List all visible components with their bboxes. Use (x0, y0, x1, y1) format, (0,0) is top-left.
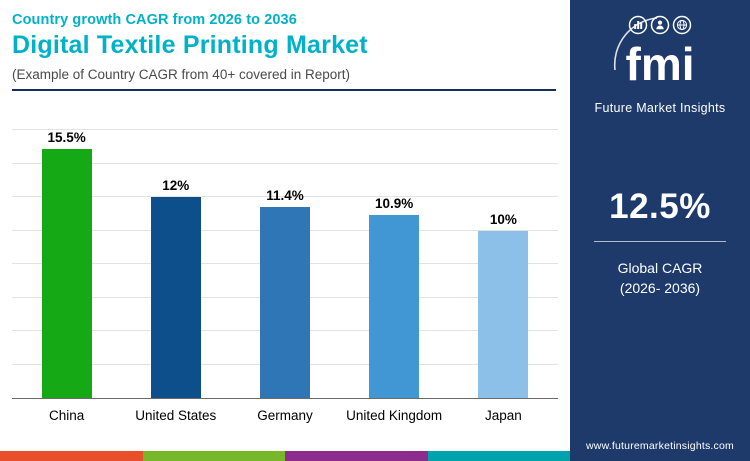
bar-slot: 15.5% (12, 130, 121, 398)
page-title: Digital Textile Printing Market (12, 31, 368, 59)
bar-slot: 12% (121, 130, 230, 398)
bar-slot: 11.4% (230, 130, 339, 398)
bar-value-label: 10% (489, 211, 517, 227)
bar-value-label: 12% (162, 178, 190, 193)
stat-label-line1: Global CAGR (617, 260, 703, 276)
bar-slot: 10.9% (340, 130, 449, 398)
footer-strip-segment (142, 451, 285, 461)
x-axis-label: United States (135, 408, 217, 423)
bar-slot: 10% (449, 130, 558, 398)
bar-united-kingdom (369, 215, 420, 398)
fmi-logo-svg: fmi (613, 15, 695, 90)
stat-label-line2: (2026- 2036) (619, 280, 701, 297)
bar-china (41, 149, 92, 398)
stat-value: 12.5% (609, 187, 711, 226)
footer-strip-segment (285, 451, 428, 461)
bar-value-label: 11.4% (266, 188, 304, 204)
plot-area: 15.5% 12% 11.4% 10.9% 10% (12, 129, 558, 399)
person-icon (650, 15, 670, 35)
bar-value-label: 15.5% (47, 130, 86, 145)
gridline (12, 162, 558, 164)
x-axis-label: Japan (484, 408, 522, 423)
brand-name: Future Market Insights (594, 101, 726, 115)
fmi-logo: fmi (599, 14, 721, 97)
footer-color-strip (0, 451, 570, 461)
chart-icon (628, 15, 648, 35)
sidebar: fmi Future Market Insights 12.5% Global … (570, 0, 750, 461)
x-axis-label: Germany (257, 408, 313, 423)
logo-wordmark: fmi (626, 38, 695, 90)
bar-germany (259, 207, 310, 398)
bar-united-states (150, 197, 201, 398)
website-link[interactable]: www.futuremarketinsights.com (586, 440, 734, 452)
bars-container: 15.5% 12% 11.4% 10.9% 10% (12, 130, 558, 398)
gridline (12, 129, 558, 130)
logo-swoosh-arc (613, 17, 658, 71)
x-axis-label: China (48, 408, 85, 423)
footer-strip-segment (427, 451, 570, 461)
header-divider (12, 89, 556, 91)
x-axis-labels: China United States Germany United Kingdom J… (12, 408, 558, 425)
bar-japan (478, 230, 529, 398)
chart-subtitle: (Example of Country CAGR from 40+ covere… (12, 67, 351, 82)
gridline (12, 196, 558, 197)
bar-chart: 15.5% 12% 11.4% 10.9% 10% China United States… (12, 129, 558, 425)
chart-eyebrow: Country growth CAGR from 2026 to 2036 (12, 12, 297, 28)
globe-icon (672, 15, 692, 35)
global-cagr-stat: 12.5% Global CAGR (2026- 2036) (570, 187, 750, 299)
x-axis-label: United Kingdom (346, 408, 443, 423)
footer-strip-segment (0, 451, 143, 461)
chart-header: Country growth CAGR from 2026 to 2036 Di… (0, 0, 570, 91)
bar-value-label: 10.9% (375, 196, 414, 212)
chart-panel: Country growth CAGR from 2026 to 2036 Di… (0, 0, 570, 425)
stat-divider (594, 241, 726, 242)
